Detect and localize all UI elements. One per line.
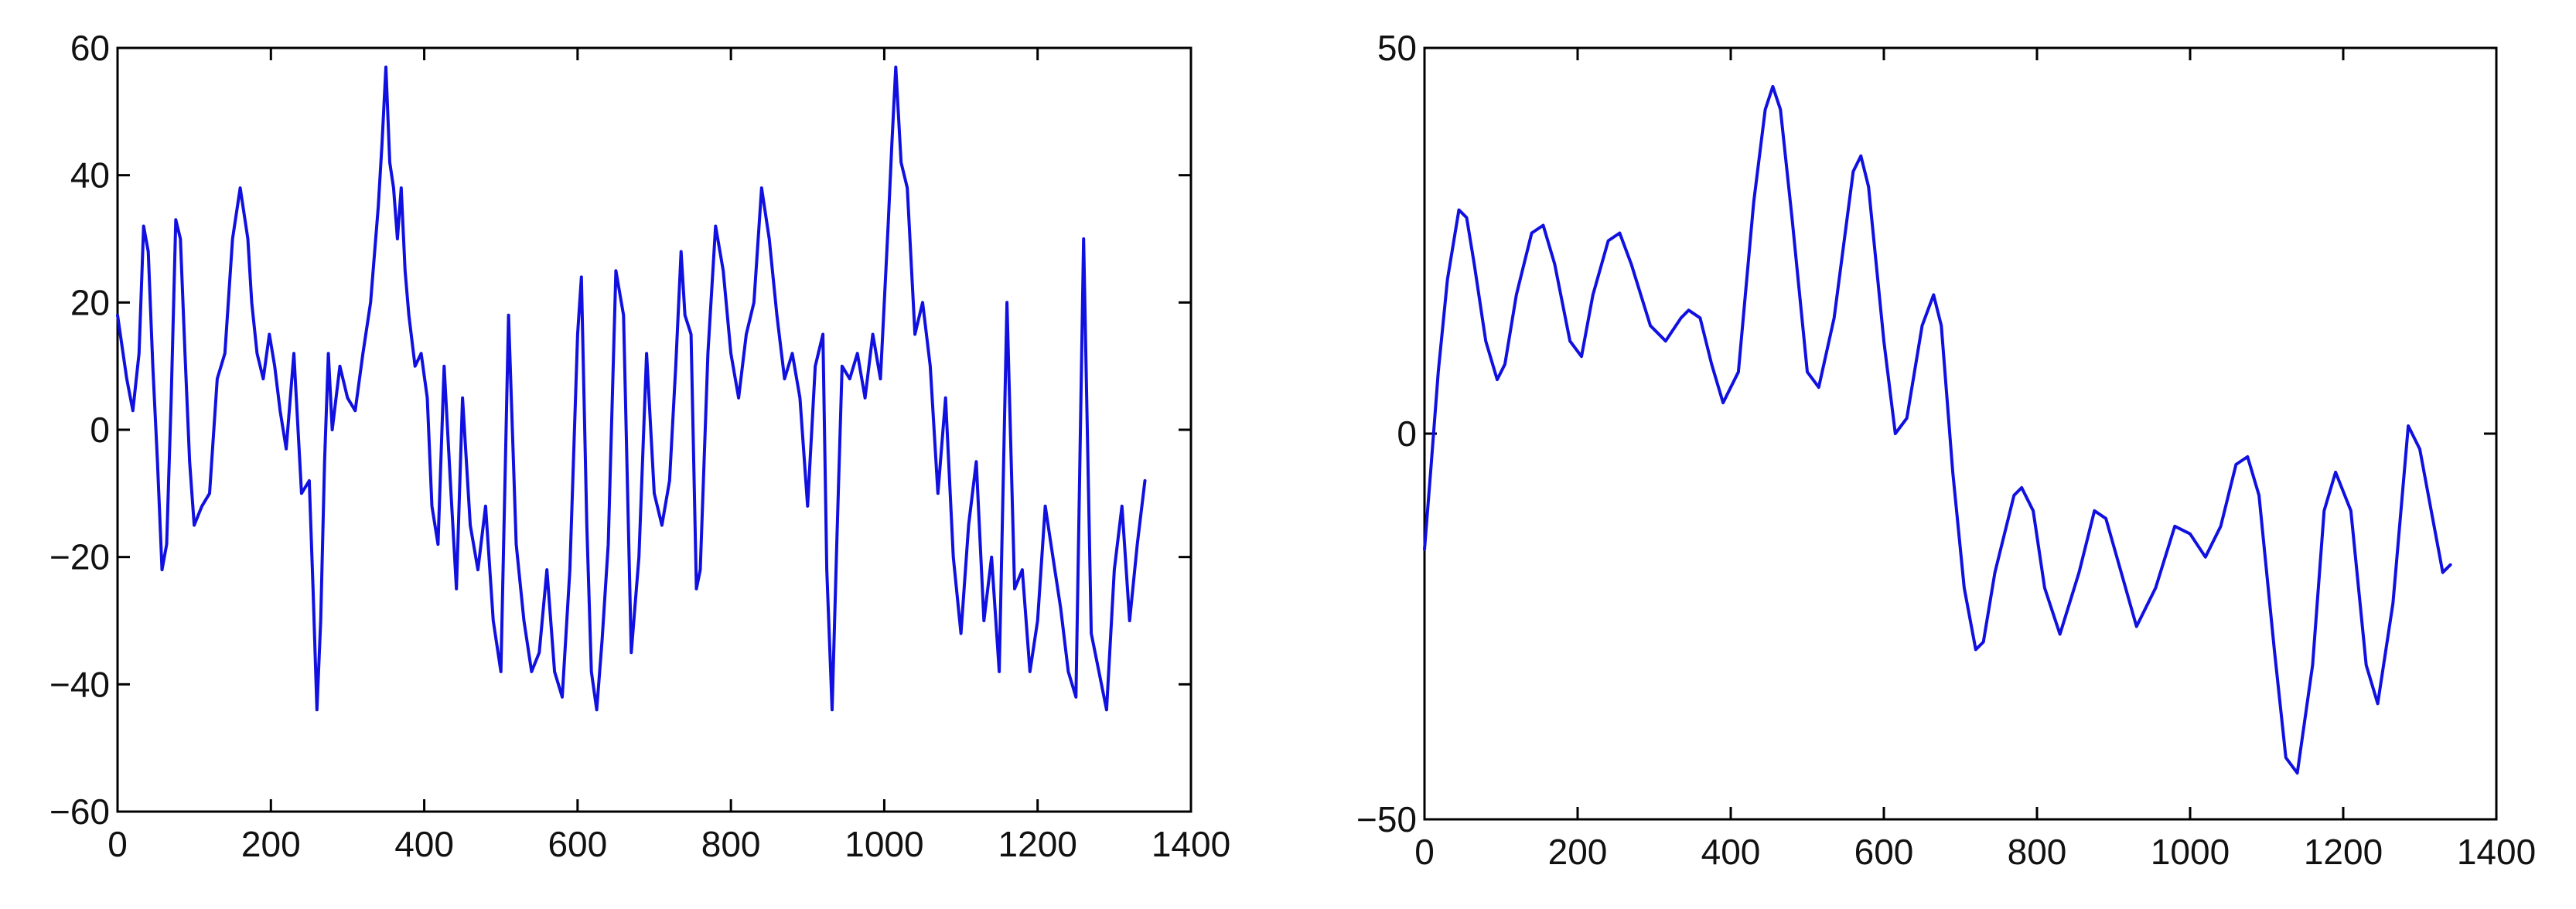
left-chart: 0 200 400 600 800 1000 1200 1400 −60 −40 −20 0 20 40 6… bbox=[49, 28, 1230, 864]
x-tick-label: 0 bbox=[1414, 832, 1435, 872]
plot-frame bbox=[1423, 46, 2498, 821]
x-tick-label: 1000 bbox=[844, 824, 923, 864]
x-tick-label: 400 bbox=[394, 824, 454, 864]
y-tick-label: 50 bbox=[1377, 28, 1417, 68]
x-tick-label: 1200 bbox=[2304, 832, 2383, 872]
plot-frame bbox=[116, 46, 1192, 813]
series-line bbox=[1423, 84, 2452, 775]
y-tick-label: 20 bbox=[70, 282, 110, 322]
x-tick-label: 800 bbox=[701, 824, 761, 864]
x-tick-label: 600 bbox=[548, 824, 607, 864]
y-tick-label: 0 bbox=[90, 410, 110, 450]
y-tick-label: −60 bbox=[49, 792, 110, 832]
y-tick-label: −40 bbox=[49, 664, 110, 704]
x-tick-label: 600 bbox=[1854, 832, 1914, 872]
y-tick-label: 40 bbox=[70, 155, 110, 196]
x-tick-label: 800 bbox=[2008, 832, 2067, 872]
x-tick-label: 1200 bbox=[998, 824, 1077, 864]
x-tick-label: 0 bbox=[107, 824, 128, 864]
y-tick-label: −20 bbox=[49, 537, 110, 577]
x-tick-label: 200 bbox=[241, 824, 301, 864]
x-tick-label: 200 bbox=[1548, 832, 1608, 872]
series-line bbox=[116, 65, 1147, 712]
y-tick-label: 60 bbox=[70, 28, 110, 68]
y-tick-label: 0 bbox=[1397, 414, 1417, 454]
x-tick-label: 400 bbox=[1701, 832, 1761, 872]
x-tick-label: 1000 bbox=[2151, 832, 2230, 872]
y-tick-label: −50 bbox=[1356, 799, 1417, 839]
x-tick-label: 1400 bbox=[2457, 832, 2536, 872]
x-tick-label: 1400 bbox=[1152, 824, 1230, 864]
